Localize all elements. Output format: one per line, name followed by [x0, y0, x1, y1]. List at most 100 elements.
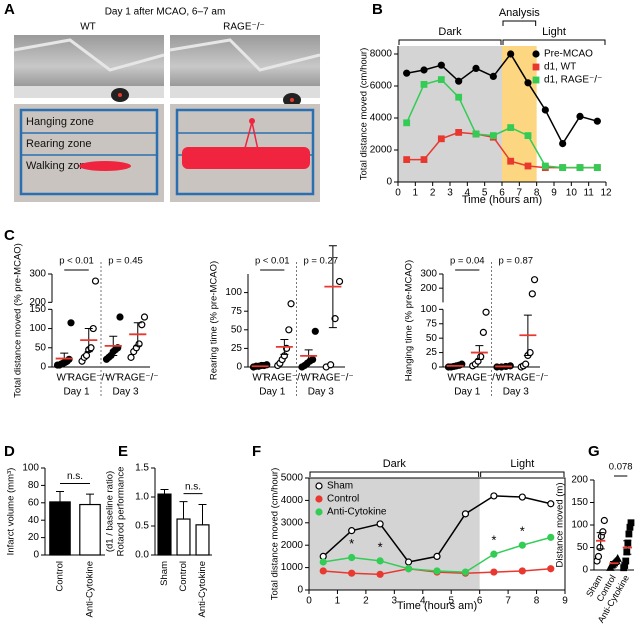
- group-label: Day 3: [503, 387, 530, 398]
- marker: [404, 558, 413, 566]
- group-label: Day 3: [308, 387, 335, 398]
- x-tick-label: 0: [306, 596, 312, 607]
- marker: [507, 157, 515, 165]
- marker: [87, 344, 95, 352]
- zone-label: Hanging zone: [26, 116, 94, 128]
- bar: [176, 518, 191, 556]
- y-axis-label: Hanging time (% pre-MCAO): [404, 260, 415, 381]
- x-tick-label: WT: [301, 373, 317, 384]
- x-tick-label: 7: [505, 596, 511, 607]
- marker: [319, 567, 327, 575]
- x-tick-label: WT: [105, 373, 121, 384]
- x-tick-label: WT: [496, 373, 512, 384]
- marker: [67, 319, 75, 327]
- marker: [461, 568, 470, 576]
- group-label: Day 1: [63, 387, 90, 398]
- marker: [472, 130, 480, 138]
- x-tick-label: 2: [363, 596, 369, 607]
- marker: [490, 568, 498, 576]
- panel-a: A Day 1 after MCAO, 6–7 am WT RAGE⁻/⁻ Ha…: [4, 1, 321, 202]
- y-tick-label: 100: [420, 304, 437, 315]
- y-tick-label: 1.5: [135, 463, 149, 474]
- x-tick-label: 10: [566, 188, 578, 199]
- marker: [376, 520, 384, 528]
- marker: [376, 557, 384, 565]
- y-tick-label: 75: [426, 318, 438, 329]
- x-tick-label: 8: [534, 188, 540, 199]
- y-tick-label: 0: [297, 585, 303, 596]
- marker: [596, 543, 604, 552]
- y-tick-label: 8000: [370, 49, 393, 60]
- x-tick-label: Control: [178, 561, 189, 592]
- period-label: Dark: [383, 458, 407, 470]
- marker: [455, 93, 463, 101]
- marker: [541, 106, 549, 114]
- marker: [559, 140, 567, 148]
- photo-detail: [170, 86, 320, 98]
- significance-mark: *: [349, 536, 354, 551]
- marker: [348, 553, 356, 562]
- y-tick-label: 80: [28, 480, 40, 491]
- bar: [49, 501, 71, 556]
- bar: [79, 503, 101, 556]
- marker: [403, 69, 411, 77]
- marker: [623, 548, 631, 556]
- significance-mark: *: [520, 524, 525, 539]
- marker: [576, 164, 584, 172]
- marker: [455, 77, 463, 85]
- y-tick-label: 20: [28, 532, 40, 543]
- x-tick-label: 8: [534, 596, 540, 607]
- marker: [507, 124, 515, 132]
- mouse-marker: [118, 93, 122, 97]
- y-tick-label: 0: [386, 177, 392, 188]
- mouse-marker: [290, 98, 294, 102]
- error-bar: [198, 504, 207, 525]
- y-tick-label: 0: [582, 565, 588, 576]
- marker: [528, 290, 536, 298]
- x-tick-label: WT: [252, 373, 268, 384]
- marker: [593, 164, 601, 172]
- period-bracket: [480, 471, 565, 477]
- x-tick-label: 4: [420, 596, 426, 607]
- marker: [482, 308, 490, 316]
- y-axis-label: Rotarod performance: [116, 467, 127, 557]
- marker: [331, 315, 339, 323]
- marker: [477, 353, 485, 361]
- y-tick-label: 6000: [370, 81, 393, 92]
- y-tick-label: 4000: [370, 113, 393, 124]
- y-axis-label: Total distance moved (cm/hour): [359, 48, 370, 181]
- y-tick-label: 25: [426, 347, 438, 358]
- legend-marker: [532, 76, 540, 84]
- panel-letter: E: [118, 443, 128, 460]
- y-tick-label: 0: [431, 362, 437, 373]
- column-label: WT: [80, 22, 96, 33]
- marker: [437, 135, 445, 143]
- marker: [600, 516, 608, 525]
- marker: [287, 300, 295, 308]
- period-label: Dark: [438, 26, 462, 38]
- x-tick-label: 1: [335, 596, 341, 607]
- photo-detail: [14, 86, 164, 98]
- marker: [524, 132, 532, 140]
- x-tick-label: 6: [499, 188, 505, 199]
- legend-label: d1, WT: [544, 62, 576, 73]
- marker: [127, 353, 135, 361]
- y-tick-label: 25: [231, 343, 243, 354]
- legend-marker: [532, 50, 540, 58]
- error-bar: [179, 501, 188, 520]
- group-label: Day 1: [454, 387, 481, 398]
- comparison-label: p = 0.45: [108, 256, 143, 267]
- marker: [420, 80, 428, 88]
- x-tick-label: 3: [392, 596, 398, 607]
- x-tick-label: 11: [583, 188, 594, 199]
- marker: [433, 567, 441, 575]
- y-axis-label: Total distance moved (% pre-MCAO): [13, 243, 24, 398]
- x-tick-label: RAGE⁻/⁻: [264, 373, 306, 384]
- x-tick-label: 5: [482, 188, 488, 199]
- y-axis-label: Total distance moved (cm/hour): [270, 468, 281, 601]
- comparison-label: p = 0.27: [303, 256, 338, 267]
- marker: [489, 72, 497, 81]
- marker: [91, 277, 100, 285]
- significance-mark: *: [491, 533, 496, 548]
- photo-detail: [13, 38, 165, 72]
